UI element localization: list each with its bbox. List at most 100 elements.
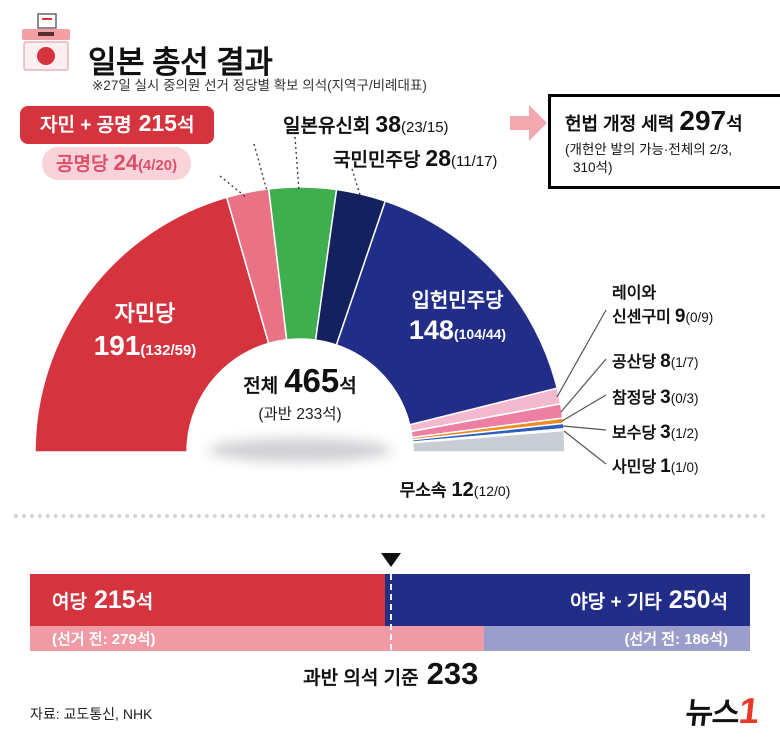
party-detail: (11/17) [451,153,498,170]
party-seats: 3 [660,422,671,443]
party-seats: 191 [93,330,141,361]
bar-pre-election: (선거 전: 279석) (선거 전: 186석) [30,626,750,651]
total-row: 전체 465석 [205,362,395,400]
label-ldp: 자민당 191(132/59) [60,296,230,362]
bar-ruling: 여당 215 석 [30,574,385,626]
constitution-label: 헌법 개정 세력 [565,114,675,134]
party-name: 일본유신회 [283,116,371,137]
party-detail: (23/15) [401,119,449,136]
bar-pre-opposition: (선거 전: 186석) [484,626,750,651]
party-detail: (4/20) [137,157,178,174]
party-detail: (1/2) [670,426,699,441]
logo-text-black: 뉴스 [683,697,741,730]
party-seats: 3 [660,387,671,408]
donut-segment-7 [411,417,565,441]
source-credit: 자료: 교도통신, NHK [30,706,153,722]
constitution-note2: 310석) [573,159,613,175]
majority-marker-triangle [380,553,401,567]
coalition-label: 자민 + 공명 [40,115,132,136]
party-seats: 38 [375,111,401,137]
label-hoshu: 보수당 3(1/2) [612,421,699,446]
party-name: 무소속 [399,481,447,500]
ishin-dotted-line [294,136,300,192]
ruling-suffix: 석 [135,591,154,613]
ballot-box-icon [22,13,70,71]
constitution-row: 헌법 개정 세력 297석 [565,105,780,137]
reiwa-leader-line [556,309,607,398]
total-value: 465 [284,362,340,399]
opposition-seats: 250 [668,585,711,614]
party-name: 자민당 [114,301,176,326]
party-name-line1: 레이와 [612,285,657,302]
label-kokumin: 국민민주당 28(11/17) [333,145,497,172]
party-detail: (12/0) [473,483,511,499]
label-komeito: 공명당 24(4/20) [42,147,192,180]
bar-current: 여당 215 석 야당 + 기타 250 석 [30,574,750,626]
constitution-box: 헌법 개정 세력 297석 (개헌안 발의 가능·전체의 2/3, 310석) [548,94,780,190]
majority-caption-value: 233 [426,656,479,691]
hoshu-leader-line [562,425,607,431]
komeito-dotted-line [219,175,248,199]
label-independents: 무소속 12(12/0) [380,476,530,502]
total-seats-label: 전체 465석 (과반 233석) [205,362,395,424]
donut-segment-5 [408,387,562,433]
label-ishin: 일본유신회 38(23/15) [283,111,449,138]
party-detail: (1/7) [670,355,699,370]
party-name: 사민당 [612,459,657,476]
party-name: 참정당 [612,390,657,407]
majority-threshold-line [389,574,392,650]
party-seats: 148 [408,315,454,345]
party-seats: 8 [660,351,671,372]
party-detail: (132/59) [140,342,197,359]
sansei-leader-line [561,394,607,422]
coalition-dotted-line [253,143,268,192]
party-name: 보수당 [612,425,657,442]
constitution-seats: 297 [679,105,727,136]
pre-opposition-label: (선거 전: 186석) [624,631,728,648]
kyosan-leader-line [560,358,607,413]
total-label: 전체 [243,376,279,397]
party-name-line2-row: 신센구미 9(0/9) [612,305,713,330]
majority-caption-label: 과반 의석 기준 [303,668,419,689]
arrow-right-icon [510,105,547,141]
constitution-note1: (개헌안 발의 가능·전체의 2/3, [565,142,732,157]
page-subtitle: ※27일 실시 중의원 선거 정당별 확보 의석(지역구/비례대표) [92,77,427,93]
label-cdp: 입헌민주당 148(104/44) [375,284,540,346]
label-sansei: 참정당 3(0/3) [612,386,699,411]
bar-opposition: 야당 + 기타 250 석 [384,574,750,626]
label-shamin: 사민당 1(1/0) [612,455,699,480]
shamin-leader-line [563,430,607,465]
donut-segment-1 [225,188,288,345]
party-seats: 28 [425,145,451,171]
seat-bar-chart: 여당 215 석 야당 + 기타 250 석 (선거 전: 279석) (선거 전: 1… [30,574,750,651]
majority-note: (과반 233석) [258,406,342,423]
ruling-seats: 215 [93,585,136,614]
party-seats: 12 [451,479,474,501]
donut-segment-6 [410,403,564,439]
party-detail: (0/3) [670,391,699,406]
page-title: 일본 총선 결과 [88,44,273,80]
party-seats: 9 [674,305,686,327]
donut-segment-8 [411,422,565,443]
leader-lines [556,309,607,465]
party-name: 공산당 [612,354,657,371]
party-name: 국민민주당 [333,150,421,171]
ruling-label: 여당 [52,591,87,613]
party-name-line2: 신센구미 [612,308,671,326]
party-seat-row: 148(104/44) [375,315,540,346]
coalition-badge: 자민 + 공명 215석 [20,106,215,144]
pre-ruling-label: (선거 전: 279석) [52,631,156,648]
bar-pre-ruling: (선거 전: 279석) [30,626,484,651]
opposition-label: 야당 + 기타 [570,591,662,613]
logo-text-red: 1 [736,690,762,731]
dotted-divider [14,514,766,518]
donut-segment-9 [411,427,565,444]
party-seats: 24 [113,150,138,175]
party-detail: (104/44) [453,326,507,342]
coalition-suffix: 석 [176,115,195,136]
donut-segment-10 [411,429,566,453]
arch-shadow [208,438,392,462]
label-reiwa: 레이와 신센구미 9(0/9) [612,284,713,329]
party-name: 입헌민주당 [411,290,504,312]
label-kyosan: 공산당 8(1/7) [612,350,699,375]
